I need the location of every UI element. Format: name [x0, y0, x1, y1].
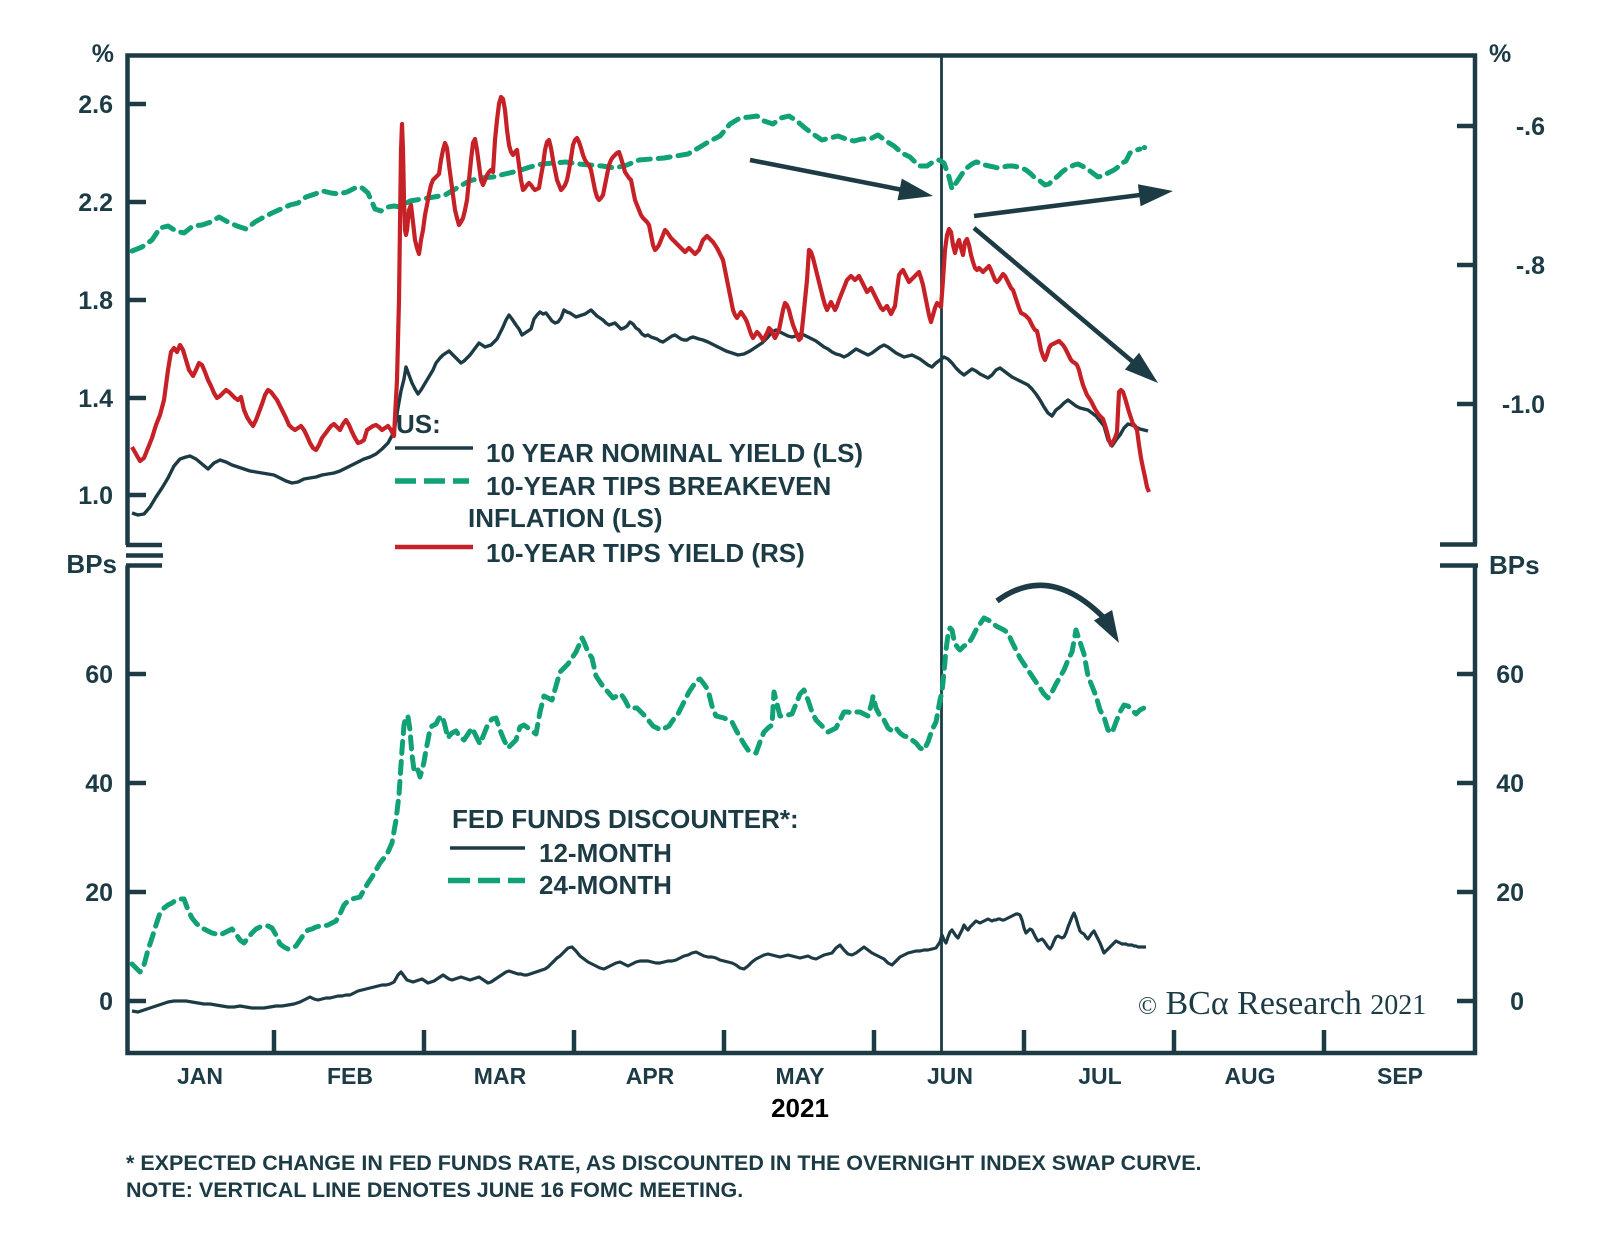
svg-text:-1.0: -1.0 — [1502, 391, 1545, 419]
svg-text:60: 60 — [1496, 661, 1524, 689]
svg-text:10-YEAR TIPS YIELD (RS): 10-YEAR TIPS YIELD (RS) — [486, 538, 805, 568]
svg-text:12-MONTH: 12-MONTH — [539, 838, 672, 868]
svg-text:1.8: 1.8 — [78, 287, 113, 315]
svg-text:%: % — [1489, 40, 1511, 68]
svg-text:2021: 2021 — [771, 1093, 829, 1123]
svg-text:JUN: JUN — [927, 1063, 973, 1089]
svg-text:0: 0 — [99, 988, 113, 1016]
svg-text:0: 0 — [1510, 988, 1524, 1016]
svg-text:60: 60 — [85, 661, 113, 689]
svg-text:1.4: 1.4 — [78, 385, 113, 413]
svg-text:2.2: 2.2 — [78, 189, 113, 217]
svg-text:-.8: -.8 — [1516, 252, 1545, 280]
svg-text:INFLATION (LS): INFLATION (LS) — [468, 503, 662, 533]
svg-text:SEP: SEP — [1377, 1063, 1423, 1089]
svg-text:FED FUNDS DISCOUNTER*:: FED FUNDS DISCOUNTER*: — [452, 804, 799, 834]
svg-text:FEB: FEB — [327, 1063, 373, 1089]
svg-text:10 YEAR NOMINAL YIELD (LS): 10 YEAR NOMINAL YIELD (LS) — [486, 438, 863, 468]
svg-text:%: % — [92, 40, 114, 68]
svg-text:AUG: AUG — [1224, 1063, 1275, 1089]
svg-text:© BCα Research 2021: © BCα Research 2021 — [1138, 985, 1426, 1022]
svg-text:MAR: MAR — [474, 1063, 527, 1089]
svg-text:1.0: 1.0 — [78, 482, 113, 510]
svg-text:-.6: -.6 — [1516, 113, 1545, 141]
svg-text:20: 20 — [1496, 879, 1524, 907]
svg-text:BPs: BPs — [66, 549, 117, 579]
svg-text:* EXPECTED CHANGE IN FED FUNDS: * EXPECTED CHANGE IN FED FUNDS RATE, AS … — [126, 1151, 1202, 1175]
svg-text:2.6: 2.6 — [78, 91, 113, 119]
svg-text:JUL: JUL — [1078, 1063, 1121, 1089]
svg-text:10-YEAR TIPS BREAKEVEN: 10-YEAR TIPS BREAKEVEN — [486, 471, 831, 501]
svg-text:40: 40 — [1496, 770, 1524, 798]
svg-text:JAN: JAN — [177, 1063, 223, 1089]
svg-text:APR: APR — [626, 1063, 675, 1089]
svg-text:US:: US: — [396, 409, 441, 439]
svg-text:NOTE: VERTICAL LINE DENOTES JU: NOTE: VERTICAL LINE DENOTES JUNE 16 FOMC… — [126, 1178, 743, 1202]
svg-text:40: 40 — [85, 770, 113, 798]
svg-text:24-MONTH: 24-MONTH — [539, 870, 672, 900]
svg-text:20: 20 — [85, 879, 113, 907]
svg-text:MAY: MAY — [776, 1063, 825, 1089]
svg-text:BPs: BPs — [1489, 550, 1540, 580]
